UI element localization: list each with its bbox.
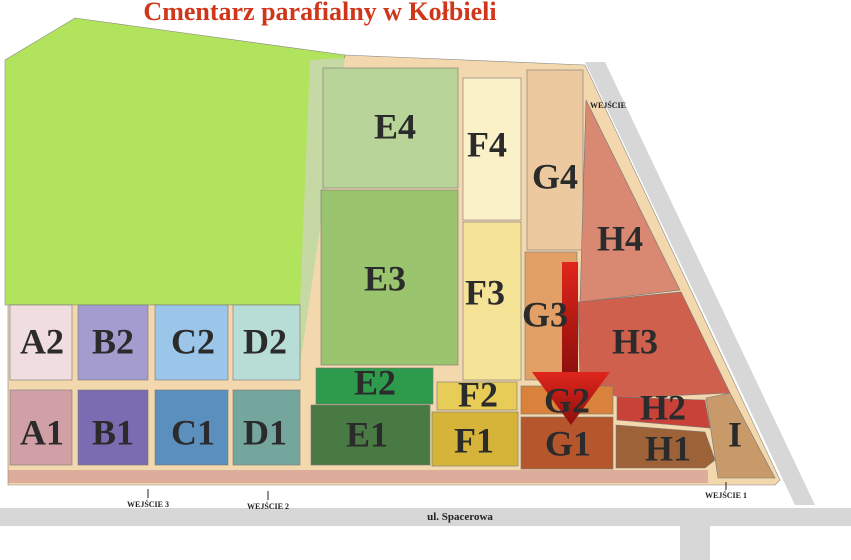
section — [9, 389, 73, 466]
entrance-label: WEJŚCIE 2 — [247, 501, 289, 511]
section-label: I — [728, 414, 742, 454]
section — [526, 69, 584, 251]
section — [322, 67, 459, 189]
section — [431, 411, 519, 467]
section-label: E1 — [346, 414, 388, 454]
section — [232, 389, 301, 466]
arrow — [562, 262, 578, 374]
section-labels: A2 B2 C2 D2 A1 B1 C1 D1 E4 F4 G4 H4 E3 F3 G3 H3 E2 F2 G2 H2… — [20, 106, 742, 468]
section — [616, 396, 711, 429]
entrance-label: WEJŚCIE 1 — [705, 490, 747, 500]
title: Cmentarz parafialny w Kołbieli — [143, 0, 496, 26]
entrance-label: WEJŚCIE — [590, 100, 626, 110]
arrow — [532, 372, 610, 425]
section — [154, 389, 229, 466]
strip — [8, 470, 708, 483]
section — [705, 392, 776, 479]
section — [232, 304, 301, 381]
section-label: A1 — [20, 412, 64, 452]
section-label: G3 — [522, 294, 568, 334]
section — [462, 221, 522, 381]
section-label: H3 — [612, 321, 658, 361]
green-area — [4, 17, 346, 306]
road — [0, 508, 851, 526]
section — [310, 404, 431, 466]
section — [9, 304, 73, 381]
section-label: D1 — [243, 412, 287, 452]
section — [615, 424, 716, 469]
section — [579, 99, 681, 303]
section-label: E2 — [354, 362, 396, 402]
section-label: G2 — [544, 380, 590, 420]
entrance-label: WEJŚCIE 3 — [127, 499, 169, 509]
section — [320, 189, 459, 366]
road — [680, 526, 710, 560]
section-label: G4 — [532, 156, 578, 196]
road — [585, 62, 815, 505]
section-label: E4 — [374, 106, 416, 146]
section-label: C2 — [171, 321, 215, 361]
section — [315, 367, 434, 405]
section-label: H1 — [645, 428, 691, 468]
section-label: H2 — [640, 387, 686, 427]
section — [577, 291, 731, 399]
section — [462, 77, 522, 221]
section — [154, 304, 229, 381]
section — [436, 381, 518, 411]
section-label: D2 — [243, 321, 287, 361]
section-label: F2 — [458, 374, 498, 414]
section-label: E3 — [364, 258, 406, 298]
section-label: F1 — [454, 420, 494, 460]
entrance-arrows — [147, 482, 727, 500]
section-label: F3 — [465, 272, 505, 312]
section — [77, 389, 149, 466]
section — [77, 304, 149, 381]
section-label: G1 — [545, 423, 591, 463]
street-label: ul. Spacerowa — [427, 511, 493, 523]
section — [520, 416, 614, 470]
section-label: C1 — [171, 412, 215, 452]
sections — [9, 67, 776, 479]
section-label: H4 — [597, 218, 643, 258]
section-label: F4 — [467, 124, 507, 164]
section-label: A2 — [20, 321, 64, 361]
section-label: B2 — [92, 321, 134, 361]
section-label: B1 — [92, 412, 134, 452]
